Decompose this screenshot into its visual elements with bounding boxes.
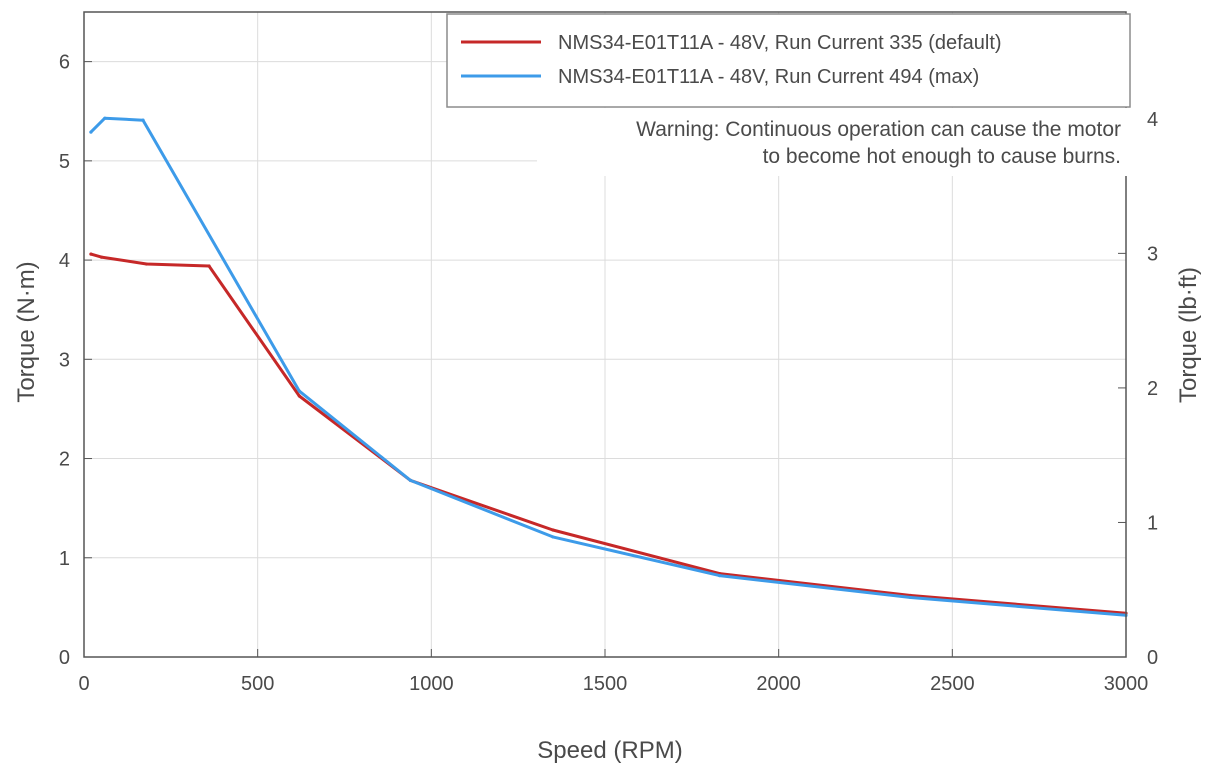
x-tick-label: 3000 bbox=[1104, 673, 1149, 695]
data-point-max bbox=[103, 116, 107, 120]
x-tick-label: 2500 bbox=[930, 673, 975, 695]
warning-background bbox=[537, 108, 1127, 176]
y-tick-label: 3 bbox=[59, 349, 70, 371]
data-point-max bbox=[141, 118, 145, 122]
y2-tick-label: 1 bbox=[1147, 512, 1158, 534]
data-point-max bbox=[408, 478, 413, 482]
data-point-max bbox=[297, 389, 301, 393]
x-tick-label: 500 bbox=[241, 673, 274, 695]
data-point-default bbox=[144, 262, 149, 266]
y-tick-label: 0 bbox=[59, 647, 70, 669]
data-point-default bbox=[89, 252, 93, 256]
legend-box bbox=[446, 13, 1131, 108]
legend-label-max: NMS34-E01T11A - 48V, Run Current 494 (ma… bbox=[558, 66, 979, 88]
warning-line-1: Warning: Continuous operation can cause … bbox=[636, 118, 1121, 141]
x-tick-label: 1500 bbox=[583, 673, 628, 695]
y-axis-title: Torque (N·m) bbox=[13, 261, 40, 402]
data-point-max bbox=[909, 595, 913, 600]
y2-axis-title: Torque (lb·ft) bbox=[1175, 267, 1202, 403]
data-point-max bbox=[551, 535, 555, 539]
y2-tick-label: 0 bbox=[1147, 647, 1158, 669]
y-tick-label: 2 bbox=[59, 449, 70, 471]
data-point-max bbox=[89, 130, 93, 134]
data-point-default bbox=[551, 528, 555, 532]
x-tick-label: 2000 bbox=[756, 673, 801, 695]
y-tick-label: 4 bbox=[59, 250, 70, 272]
data-point-default bbox=[297, 394, 301, 398]
data-point-default bbox=[207, 264, 211, 268]
series-line-default bbox=[89, 252, 1128, 615]
x-tick-label: 1000 bbox=[409, 673, 454, 695]
x-axis-title: Speed (RPM) bbox=[537, 737, 682, 764]
tick-layer: 0 500 1000 1500 2000 2500 3000 0 1 2 3 4 5 6 0 1 2 3 4 bbox=[59, 52, 1158, 695]
y-tick-label: 6 bbox=[59, 52, 70, 74]
y-tick-label: 1 bbox=[59, 548, 70, 570]
legend: NMS34-E01T11A - 48V, Run Current 335 (de… bbox=[446, 13, 1131, 108]
y2-tick-label: 4 bbox=[1147, 109, 1158, 131]
y2-tick-label: 3 bbox=[1147, 243, 1158, 265]
warning-line-2: to become hot enough to cause burns. bbox=[763, 145, 1121, 168]
warning-annotation: Warning: Continuous operation can cause … bbox=[537, 108, 1127, 176]
series-layer bbox=[89, 116, 1128, 617]
data-point-max bbox=[718, 574, 722, 578]
y-tick-label: 5 bbox=[59, 151, 70, 173]
data-point-default bbox=[99, 255, 103, 259]
y2-tick-label: 2 bbox=[1147, 378, 1158, 400]
series-line-max bbox=[89, 116, 1128, 617]
legend-label-default: NMS34-E01T11A - 48V, Run Current 335 (de… bbox=[558, 32, 1002, 54]
x-tick-label: 0 bbox=[78, 673, 89, 695]
